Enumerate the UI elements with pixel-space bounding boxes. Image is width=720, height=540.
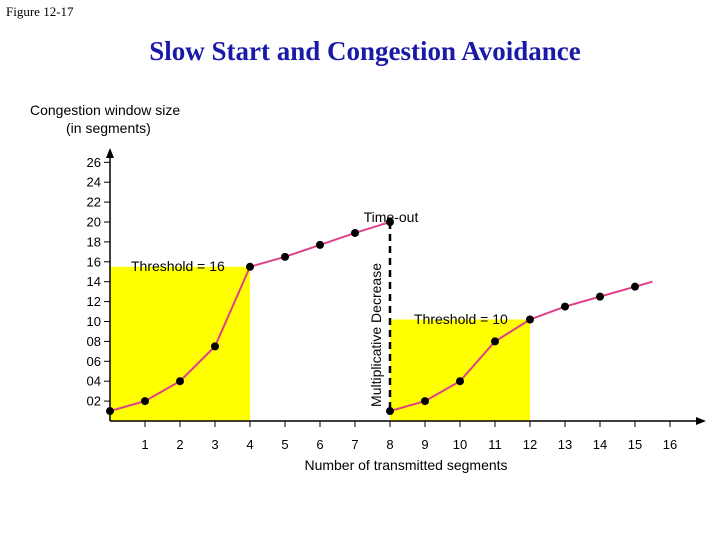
x-tick-label: 7: [351, 437, 358, 452]
x-tick-label: 9: [421, 437, 428, 452]
page-title: Slow Start and Congestion Avoidance: [149, 36, 581, 66]
y-tick-label: 18: [87, 234, 101, 249]
x-tick-label: 8: [386, 437, 393, 452]
x-tick-label: 10: [453, 437, 467, 452]
x-tick-label: 4: [246, 437, 253, 452]
y-tick-label: 02: [87, 394, 101, 409]
data-point: [386, 407, 394, 416]
data-point: [596, 292, 604, 301]
data-point: [491, 337, 499, 346]
x-tick-label: 13: [558, 437, 572, 452]
y-tick-label: 08: [87, 334, 101, 349]
x-tick-label: 16: [663, 437, 677, 452]
x-tick-label: 6: [316, 437, 323, 452]
data-point: [351, 228, 359, 237]
x-tick-label: 12: [523, 437, 537, 452]
y-axis-arrow: [106, 148, 114, 158]
data-point: [211, 342, 219, 351]
data-point: [106, 407, 114, 416]
y-tick-label: 24: [87, 175, 101, 190]
labels: Congestion window size (in segments) Numbe…: [30, 102, 508, 473]
data-point: [281, 252, 289, 261]
threshold-label-1: Threshold = 16: [131, 258, 225, 274]
y-tick-label: 10: [87, 314, 101, 329]
data-point: [421, 397, 429, 406]
data-point: [246, 262, 254, 271]
data-point: [316, 240, 324, 249]
y-axis-label-sub: (in segments): [66, 120, 151, 136]
y-tick-label: 04: [87, 374, 101, 389]
data-point: [561, 302, 569, 311]
x-tick-label: 5: [281, 437, 288, 452]
x-tick-label: 15: [628, 437, 642, 452]
timeout-label: Time-out: [364, 209, 419, 225]
x-tick-label: 2: [176, 437, 183, 452]
y-tick-label: 26: [87, 155, 101, 170]
y-tick-label: 20: [87, 215, 101, 230]
multiplicative-decrease-label: Multiplicative Decrease: [368, 263, 384, 407]
threshold-region-1: [110, 266, 250, 421]
x-tick-label: 3: [211, 437, 218, 452]
threshold-regions: [110, 266, 530, 421]
data-point: [456, 377, 464, 386]
x-tick-label: 14: [593, 437, 607, 452]
y-tick-label: 14: [87, 274, 101, 289]
figure-label: Figure 12-17: [6, 4, 74, 19]
y-axis-label: Congestion window size: [30, 102, 180, 118]
data-point: [526, 315, 534, 324]
x-axis-arrow: [696, 417, 706, 425]
axes: [106, 148, 706, 425]
y-tick-label: 06: [87, 354, 101, 369]
data-point: [141, 397, 149, 406]
threshold-label-2: Threshold = 10: [414, 311, 508, 327]
x-axis-label: Number of transmitted segments: [304, 457, 507, 473]
data-point: [631, 282, 639, 291]
y-tick-label: 12: [87, 294, 101, 309]
data-point: [386, 218, 394, 226]
y-tick-label: 16: [87, 254, 101, 269]
x-tick-label: 1: [141, 437, 148, 452]
x-tick-label: 11: [488, 437, 502, 452]
data-point: [176, 377, 184, 386]
y-tick-label: 22: [87, 195, 101, 210]
series-points: [106, 218, 639, 416]
